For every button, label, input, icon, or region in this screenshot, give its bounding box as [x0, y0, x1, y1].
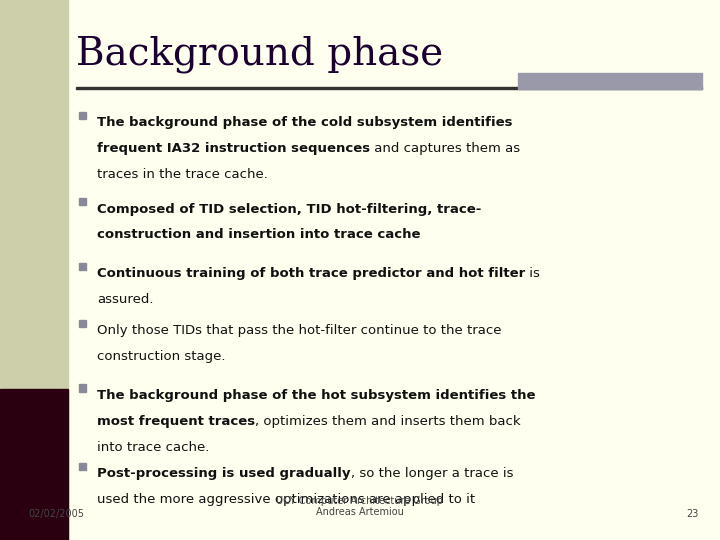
Text: frequent IA32 instruction sequences: frequent IA32 instruction sequences	[97, 142, 370, 155]
Bar	[0, 0, 68, 540]
Bar	[518, 73, 702, 89]
Bar	[76, 87, 702, 89]
Text: UCY Computer Architecture Group
Andreas Artemiou: UCY Computer Architecture Group Andreas …	[276, 496, 444, 517]
Text: is: is	[526, 267, 540, 280]
Bar	[79, 112, 86, 119]
Bar	[79, 198, 86, 205]
Bar	[79, 263, 86, 270]
Text: 23: 23	[686, 509, 698, 519]
Text: , optimizes them and inserts them back: , optimizes them and inserts them back	[256, 415, 521, 428]
Bar	[0, 389, 68, 540]
Text: Post-processing is used gradually: Post-processing is used gradually	[97, 467, 351, 480]
Text: construction stage.: construction stage.	[97, 350, 225, 363]
Text: Only those TIDs that pass the hot-filter continue to the trace: Only those TIDs that pass the hot-filter…	[97, 324, 502, 337]
Text: 02/02/2005: 02/02/2005	[29, 509, 85, 519]
Text: into trace cache.: into trace cache.	[97, 441, 210, 454]
Text: construction and insertion into trace cache: construction and insertion into trace ca…	[97, 228, 420, 241]
Text: Background phase: Background phase	[76, 35, 443, 72]
Text: , so the longer a trace is: , so the longer a trace is	[351, 467, 513, 480]
Text: The: The	[97, 116, 130, 129]
Text: background phase of the cold subsystem identifies: background phase of the cold subsystem i…	[130, 116, 513, 129]
Text: most frequent traces: most frequent traces	[97, 415, 256, 428]
Text: and captures them as: and captures them as	[370, 142, 521, 155]
Text: traces in the trace cache.: traces in the trace cache.	[97, 168, 268, 181]
Bar	[79, 320, 86, 327]
Text: used the more aggressive optimizations are applied to it: used the more aggressive optimizations a…	[97, 493, 475, 506]
Bar	[79, 463, 86, 470]
Text: The background phase of the hot subsystem identifies the: The background phase of the hot subsyste…	[97, 389, 536, 402]
Text: Continuous training of both trace predictor and hot filter: Continuous training of both trace predic…	[97, 267, 526, 280]
Bar	[79, 384, 86, 391]
Text: Composed of TID selection, TID hot-filtering, trace-: Composed of TID selection, TID hot-filte…	[97, 202, 482, 215]
Text: assured.: assured.	[97, 293, 153, 306]
